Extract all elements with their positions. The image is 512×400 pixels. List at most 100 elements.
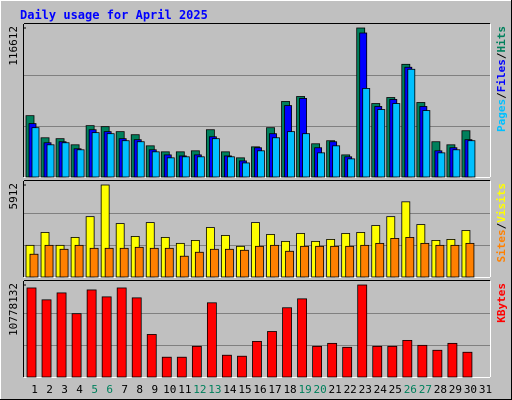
- bar: [315, 245, 325, 278]
- x-tick-label: 7: [121, 383, 128, 396]
- bar: [405, 237, 415, 278]
- bar: [237, 355, 247, 378]
- bar: [437, 152, 446, 178]
- x-tick-label: 4: [76, 383, 83, 396]
- bar: [119, 247, 129, 278]
- x-tick-label: 14: [223, 383, 237, 396]
- bar: [151, 151, 160, 178]
- x-tick-label: 24: [374, 383, 388, 396]
- bar: [285, 250, 294, 278]
- bar: [44, 244, 54, 278]
- bar: [287, 131, 295, 178]
- bar: [317, 152, 326, 178]
- bar: [392, 103, 401, 178]
- bar: [252, 340, 262, 378]
- bar: [255, 245, 264, 278]
- legend-entry: Files: [495, 59, 508, 92]
- x-tick-label: 10: [163, 383, 176, 396]
- bar: [420, 242, 430, 278]
- bar: [74, 244, 84, 278]
- bar: [432, 349, 443, 378]
- legend-entry: Hits: [495, 26, 508, 53]
- x-tick-label: 31: [479, 383, 492, 396]
- bar: [26, 287, 37, 378]
- bar: [447, 342, 458, 378]
- bar: [360, 244, 370, 278]
- x-tick-label: 19: [298, 383, 311, 396]
- bar: [465, 242, 475, 278]
- bar: [179, 255, 189, 278]
- x-tick-label: 15: [238, 383, 251, 396]
- x-tick-label: 8: [136, 383, 143, 396]
- bar: [59, 248, 69, 278]
- x-tick-label: 30: [464, 383, 477, 396]
- bar: [272, 137, 280, 178]
- legend-entry: Visits: [495, 183, 508, 223]
- x-tick-label: 21: [329, 383, 342, 396]
- bar: [31, 127, 40, 178]
- bar: [462, 351, 473, 378]
- bar: [149, 247, 159, 278]
- bar: [362, 88, 371, 178]
- bar: [372, 345, 383, 378]
- bar: [206, 302, 217, 378]
- bar: [417, 344, 428, 378]
- bar: [209, 248, 219, 278]
- bar: [357, 284, 368, 378]
- x-tick-label: 29: [449, 383, 462, 396]
- x-tick-label: 26: [404, 383, 417, 396]
- bar: [227, 156, 235, 178]
- bar: [121, 140, 130, 178]
- bar: [211, 138, 220, 178]
- legend-entry: KBytes: [495, 283, 508, 323]
- bar: [86, 289, 97, 378]
- bar: [347, 158, 356, 178]
- bar: [270, 244, 279, 278]
- x-tick-label: 11: [178, 383, 191, 396]
- bar: [282, 307, 292, 378]
- bar: [46, 144, 55, 178]
- bar: [89, 247, 99, 278]
- legend-entry: Pages: [495, 99, 508, 132]
- bar: [402, 339, 413, 378]
- x-tick-label: 3: [61, 383, 68, 396]
- bar: [161, 356, 172, 378]
- bar: [104, 247, 114, 278]
- legend: Pages/Files/Hits: [495, 26, 508, 132]
- bar: [240, 249, 249, 278]
- bar: [191, 345, 202, 378]
- bar: [242, 162, 250, 178]
- bar: [407, 68, 416, 178]
- bar: [176, 356, 187, 378]
- bar: [467, 140, 476, 178]
- legend-separator: /: [495, 52, 508, 59]
- bar: [302, 133, 310, 178]
- x-tick-label: 18: [283, 383, 296, 396]
- bar: [196, 156, 205, 178]
- x-tick-label: 16: [253, 383, 266, 396]
- y-tick-label: 5912: [7, 183, 20, 210]
- x-tick-label: 20: [314, 383, 327, 396]
- bar: [164, 247, 174, 278]
- bar: [332, 145, 341, 178]
- bar: [29, 253, 39, 278]
- bar: [61, 142, 70, 178]
- bar: [101, 296, 112, 378]
- x-tick-label: 6: [106, 383, 113, 396]
- legend: KBytes: [495, 283, 508, 323]
- x-tick-label: 17: [268, 383, 281, 396]
- bar: [106, 133, 115, 178]
- bar: [222, 354, 232, 378]
- bar: [390, 238, 400, 278]
- bar: [342, 346, 353, 378]
- x-tick-label: 1: [31, 383, 38, 396]
- legend: Sites/Visits: [495, 183, 508, 263]
- bar: [422, 110, 431, 178]
- bar: [194, 251, 204, 278]
- x-tick-label: 9: [151, 383, 158, 396]
- bar: [134, 246, 144, 278]
- bar: [166, 157, 175, 178]
- x-tick-label: 25: [389, 383, 402, 396]
- y-tick-label: 10778132: [7, 283, 20, 336]
- legend-separator: /: [495, 92, 508, 99]
